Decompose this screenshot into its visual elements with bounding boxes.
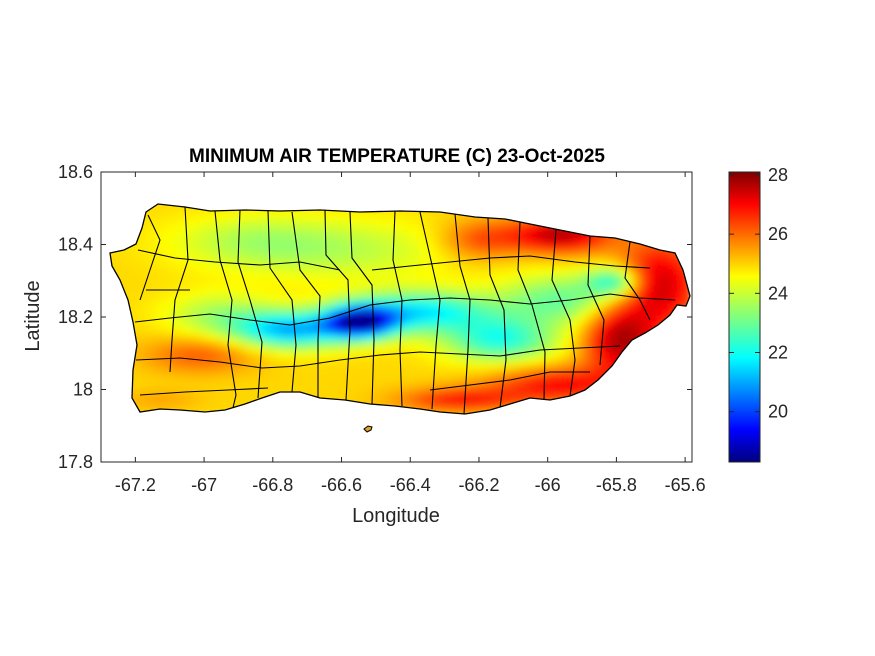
x-axis-ticks: -67.2 -67 -66.8 -66.6 -66.4 -66.2 -66 -65.8 -65.… xyxy=(115,172,706,495)
x-axis-label: Longitude xyxy=(352,505,440,527)
municipality-line xyxy=(419,211,441,410)
x-tick-label: -65.8 xyxy=(596,475,637,495)
colorbar xyxy=(728,171,761,463)
municipality-line xyxy=(487,217,507,409)
municipality-line xyxy=(324,209,351,401)
municipality-line xyxy=(349,211,375,405)
y-tick-label: 18.4 xyxy=(58,235,93,255)
x-tick-label: -66 xyxy=(535,475,561,495)
municipality-line xyxy=(134,293,676,326)
municipality-line xyxy=(135,345,621,369)
municipality-line xyxy=(587,235,605,366)
colorbar-ticks: 28 26 24 22 20 xyxy=(729,165,788,422)
municipality-line xyxy=(624,241,651,321)
municipality-line xyxy=(237,209,263,399)
municipality-line xyxy=(169,206,189,373)
municipality-line xyxy=(267,210,297,393)
x-tick-label: -67 xyxy=(191,475,217,495)
y-tick-label: 18 xyxy=(73,380,93,400)
caja-de-muertos-islet xyxy=(363,425,373,433)
municipality-line xyxy=(454,213,471,414)
y-axis-ticks: 18.6 18.4 18.2 18 17.8 xyxy=(58,162,692,472)
municipality-line xyxy=(429,371,590,391)
municipality-line xyxy=(517,221,546,401)
x-tick-label: -66.6 xyxy=(321,475,362,495)
municipality-line xyxy=(291,211,321,398)
colorbar-tick-label: 20 xyxy=(768,402,788,422)
x-tick-label: -66.4 xyxy=(390,475,431,495)
x-tick-label: -65.6 xyxy=(665,475,706,495)
municipality-line xyxy=(137,249,341,271)
colorbar-tick-label: 24 xyxy=(768,283,788,303)
municipality-line xyxy=(139,387,269,396)
island-outline xyxy=(109,203,691,415)
colorbar-tick-label: 28 xyxy=(768,165,788,185)
colorbar-tick-label: 22 xyxy=(768,343,788,363)
municipality-line xyxy=(214,210,237,413)
y-tick-label: 17.8 xyxy=(58,452,93,472)
x-tick-label: -66.8 xyxy=(252,475,293,495)
map-title: MINIMUM AIR TEMPERATURE (C) 23-Oct-2025 xyxy=(189,146,605,167)
y-tick-label: 18.2 xyxy=(58,307,93,327)
municipality-line xyxy=(371,255,651,271)
y-axis-label: Latitude xyxy=(22,280,44,351)
x-tick-label: -66.2 xyxy=(458,475,499,495)
y-tick-label: 18.6 xyxy=(58,162,93,182)
municipality-line xyxy=(392,210,403,407)
municipality-line xyxy=(139,214,161,301)
municipality-boundaries xyxy=(134,206,676,414)
x-tick-label: -67.2 xyxy=(115,475,156,495)
colorbar-tick-label: 26 xyxy=(768,224,788,244)
